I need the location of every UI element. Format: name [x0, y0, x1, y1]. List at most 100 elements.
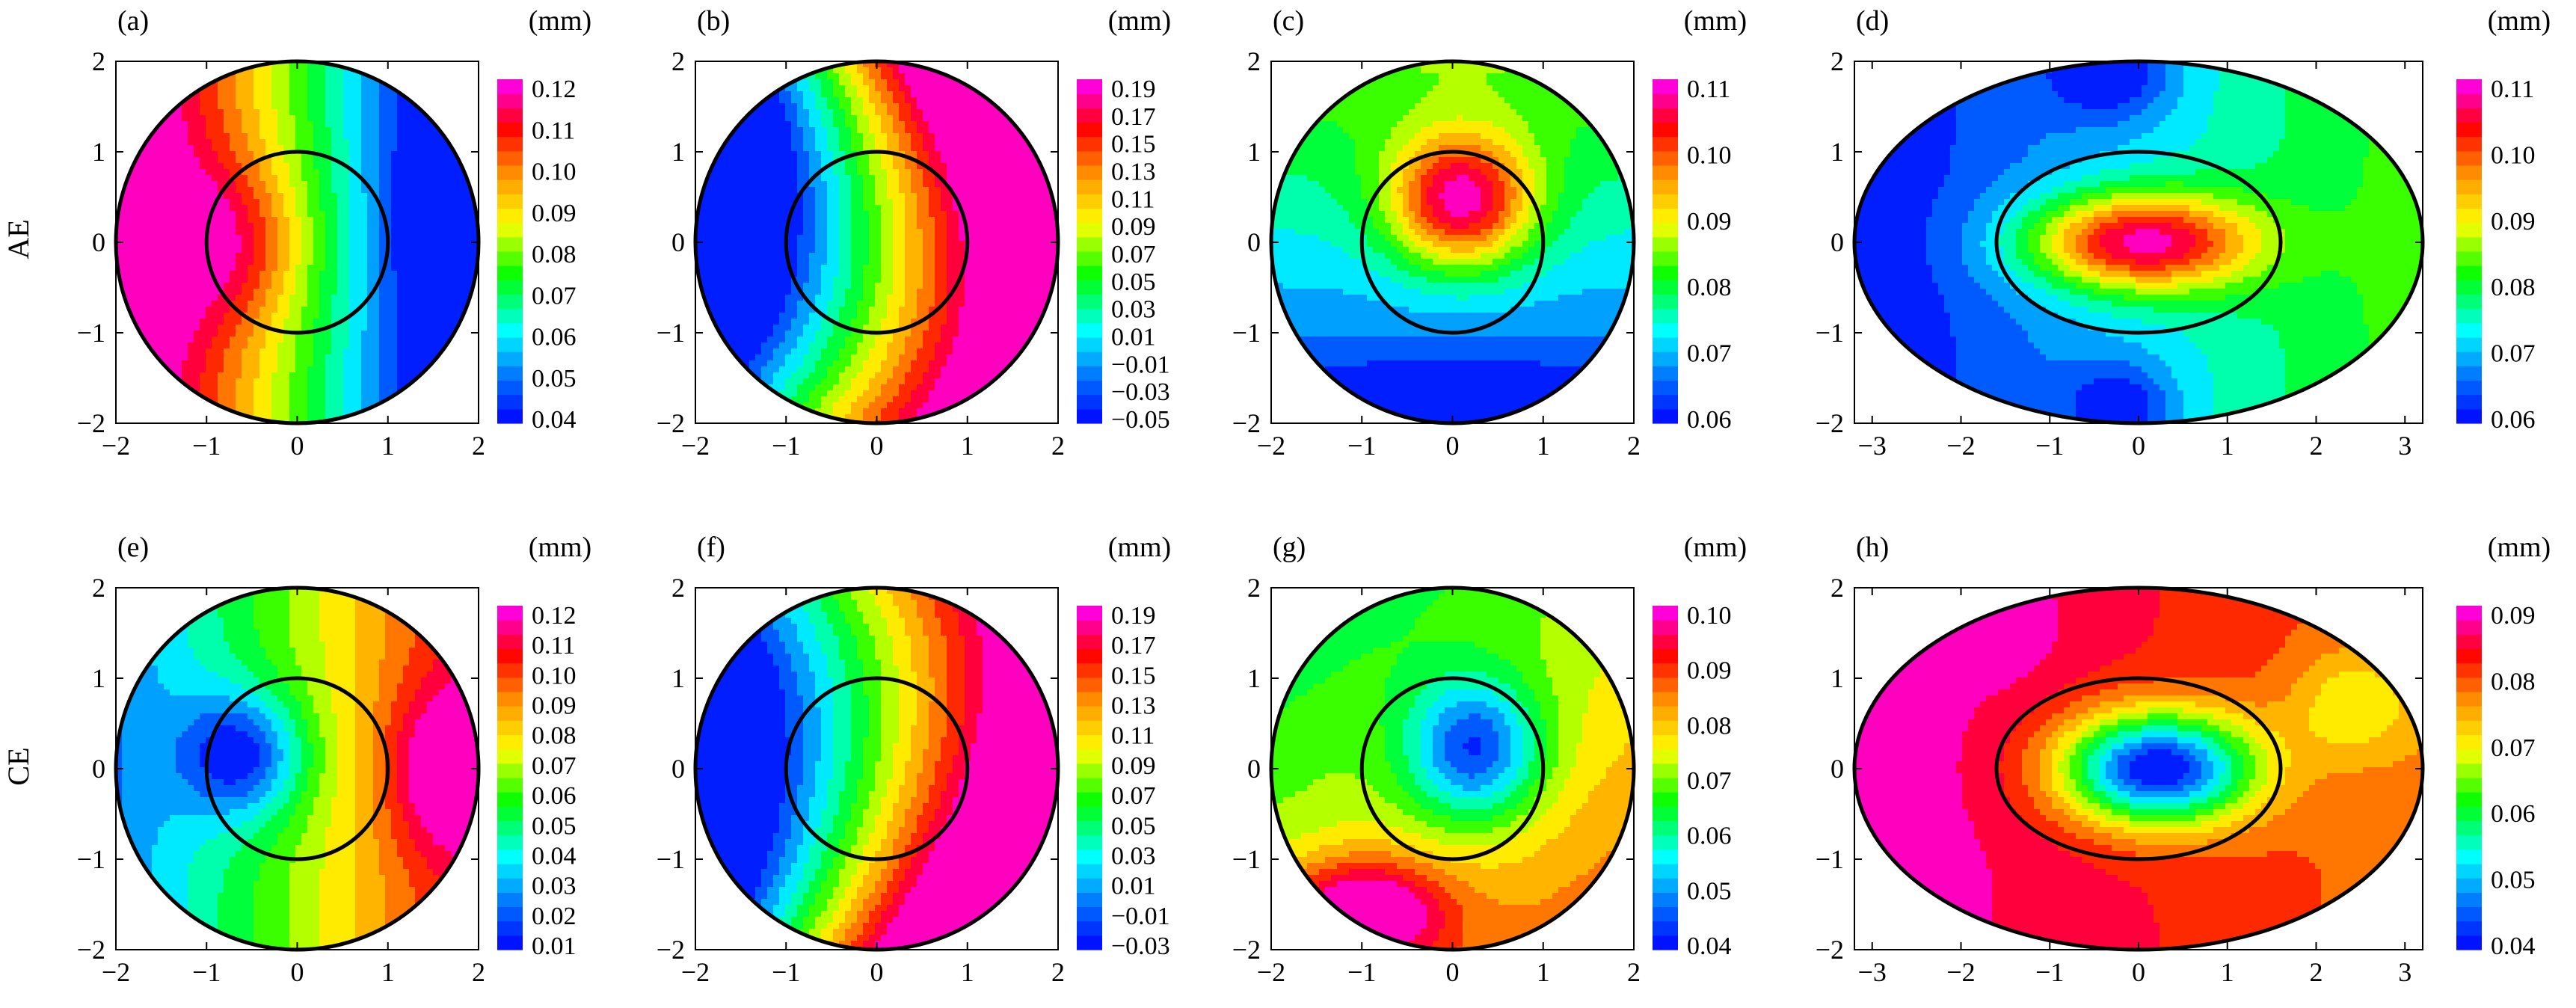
colorbar-tick-label: 0.17	[1111, 103, 1156, 131]
colorbar-tick-label: 0.13	[1111, 159, 1156, 186]
colorbar-tick-label: −0.01	[1111, 351, 1170, 378]
colorbar-segment	[1077, 122, 1102, 138]
colorbar-segment	[497, 380, 523, 396]
colorbar-segment	[2456, 878, 2482, 893]
colorbar-segment	[1653, 122, 1678, 138]
colorbar-tick-label: 0.06	[1687, 406, 1732, 434]
panel-d: −3 −2 −1 0 1 2 3 −2 −1 0 1 2 (d) 0.06 0.07 0.08 0.09 0.10…	[1816, 5, 2551, 461]
x-tick-label: 1	[2221, 957, 2234, 987]
x-tick-label: 2	[2310, 431, 2323, 461]
colorbar-tick-label: 0.07	[1687, 767, 1732, 795]
colorbar: 0.04 0.05 0.06 0.07 0.08 0.09 0.10 (mm)	[1653, 532, 1747, 960]
colorbar-segment	[1077, 380, 1102, 396]
colorbar-segment	[497, 294, 523, 310]
colorbar-segment	[1653, 878, 1678, 893]
colorbar-segment	[2456, 280, 2482, 295]
colorbar-segment	[497, 351, 523, 366]
colorbar-segment	[1653, 93, 1678, 108]
row-label-ce: CE	[1, 747, 35, 785]
colorbar-segment	[2456, 408, 2482, 424]
colorbar-segment	[2456, 921, 2482, 936]
inner-boundary	[1359, 150, 1546, 335]
colorbar-segment	[2456, 849, 2482, 864]
panel-label: (a)	[117, 5, 149, 37]
panel-label: (e)	[117, 532, 149, 563]
colorbar-tick-label: 0.05	[532, 365, 577, 393]
colorbar-segment	[1653, 165, 1678, 180]
colorbar-unit-label: (mm)	[1108, 532, 1171, 563]
x-tick-label: 0	[1446, 957, 1460, 987]
panel-label: (b)	[697, 5, 730, 37]
colorbar-segment	[2456, 778, 2482, 793]
colorbar-tick-label: 0.11	[1111, 185, 1155, 213]
colorbar-segment	[2456, 236, 2482, 252]
colorbar-segment	[1653, 849, 1678, 864]
colorbar-unit-label: (mm)	[1684, 5, 1747, 37]
y-tick-label: −1	[1816, 844, 1844, 874]
colorbar-segment	[1077, 864, 1102, 879]
colorbar-tick-label: 0.02	[532, 903, 577, 930]
inner-boundary	[204, 150, 390, 335]
colorbar-tick-label: 0.08	[2491, 274, 2536, 301]
colorbar-segment	[497, 878, 523, 893]
x-tick-label: −2	[102, 957, 130, 987]
colorbar-segment	[497, 892, 523, 908]
colorbar-tick-label: 0.07	[532, 752, 577, 780]
colorbar-tick-label: 0.11	[1111, 722, 1155, 750]
colorbar-tick-label: 0.01	[1111, 324, 1156, 351]
colorbar-segment	[497, 620, 523, 635]
colorbar-segment	[497, 906, 523, 922]
colorbar-segment	[497, 265, 523, 280]
colorbar-segment	[1653, 749, 1678, 764]
colorbar-tick-label: 0.05	[1111, 812, 1156, 840]
colorbar-segment	[497, 308, 523, 324]
colorbar-segment	[497, 280, 523, 295]
colorbar-segment	[497, 864, 523, 879]
colorbar-segment	[1653, 408, 1678, 424]
y-tick-label: −2	[1232, 408, 1261, 438]
colorbar-segment	[497, 122, 523, 138]
colorbar-segment	[1077, 606, 1102, 621]
colorbar-segment	[1077, 308, 1102, 324]
x-tick-label: 1	[381, 431, 395, 461]
colorbar-segment	[1077, 878, 1102, 893]
colorbar-segment	[1077, 408, 1102, 424]
colorbar-segment	[1077, 648, 1102, 664]
colorbar-segment	[2456, 366, 2482, 381]
colorbar-segment	[2456, 663, 2482, 678]
colorbar-segment	[2456, 136, 2482, 152]
colorbar-segment	[2456, 93, 2482, 108]
colorbar: 0.04 0.05 0.06 0.07 0.08 0.09 0.10 0.11 0.12 (mm)	[497, 5, 591, 434]
colorbar-tick-label: 0.07	[1111, 241, 1156, 268]
panel-label: (h)	[1856, 532, 1889, 563]
x-tick-label: 0	[870, 957, 884, 987]
colorbar-segment	[1077, 150, 1102, 166]
colorbar-segment	[2456, 208, 2482, 224]
colorbar-tick-label: 0.04	[532, 842, 577, 870]
colorbar-segment	[497, 820, 523, 836]
colorbar-segment	[2456, 820, 2482, 836]
colorbar-unit-label: (mm)	[1684, 532, 1747, 563]
x-tick-label: 0	[2132, 431, 2145, 461]
colorbar-segment	[497, 663, 523, 678]
colorbar-segment	[1653, 108, 1678, 123]
y-tick-label: −1	[657, 844, 685, 874]
colorbar-segment	[1653, 778, 1678, 793]
colorbar-segment	[1653, 706, 1678, 721]
colorbar-segment	[497, 236, 523, 252]
x-tick-label: 1	[961, 957, 974, 987]
x-tick-label: −3	[1858, 957, 1887, 987]
colorbar-segment	[1077, 394, 1102, 410]
colorbar-tick-label: 0.15	[1111, 131, 1156, 159]
colorbar-tick-label: 0.03	[1111, 842, 1156, 870]
y-tick-label: −1	[77, 844, 105, 874]
y-tick-label: −2	[657, 408, 685, 438]
colorbar-segment	[1653, 692, 1678, 707]
colorbar-tick-label: 0.03	[1111, 296, 1156, 324]
colorbar-segment	[497, 706, 523, 721]
colorbar-tick-label: 0.07	[1687, 340, 1732, 368]
colorbar-tick-label: 0.07	[1111, 782, 1156, 810]
panel-a: −2 −1 0 1 2−2−1012(a)0.040.050.060.070.080.0…	[77, 5, 592, 461]
colorbar-tick-label: 0.07	[2491, 340, 2536, 368]
colorbar-unit-label: (mm)	[2488, 532, 2551, 563]
